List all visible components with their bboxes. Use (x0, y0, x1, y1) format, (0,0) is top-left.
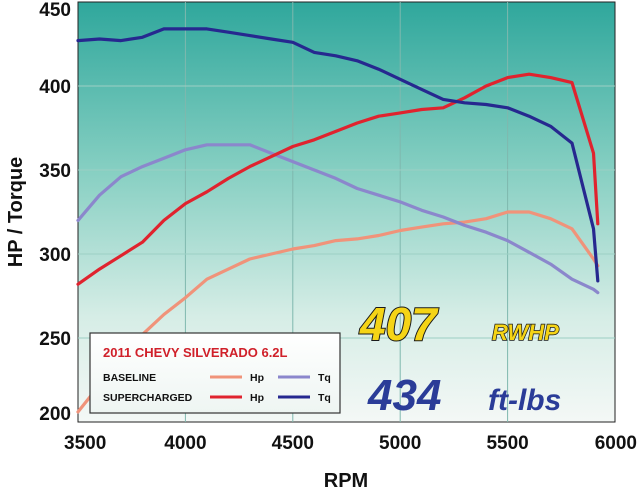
peak-tq-value: 434 (367, 371, 441, 420)
legend-supercharged-tq-label: Tq (318, 392, 331, 404)
x-tick-label: 5500 (486, 433, 528, 454)
peak-tq-unit: ft-lbs (488, 384, 561, 417)
legend-baseline-tq-label: Tq (318, 372, 331, 384)
y-axis-title: HP / Torque (5, 157, 27, 267)
legend-supercharged-hp-label: Hp (250, 392, 264, 404)
legend-supercharged-label: SUPERCHARGED (103, 392, 193, 404)
x-tick-label: 4500 (272, 433, 314, 454)
legend-title: 2011 CHEVY SILVERADO 6.2L (103, 345, 288, 360)
x-tick-label: 4000 (164, 433, 206, 454)
series-line-supercharged-tq (76, 27, 600, 283)
y-axis-ticks: 200 250 300 350 400 450 (39, 0, 71, 425)
legend: 2011 CHEVY SILVERADO 6.2L BASELINE Hp Tq… (89, 332, 341, 414)
y-tick-label: 200 (39, 404, 71, 425)
peak-tq-callout: 434 ft-lbs (367, 371, 561, 420)
series-line-supercharged-hp (76, 72, 600, 286)
x-axis-ticks: 3500 4000 4500 5000 5500 6000 (64, 433, 637, 454)
y-tick-label: 250 (39, 329, 71, 350)
peak-hp-callout: 407 RWHP (358, 297, 560, 351)
x-tick-label: 3500 (64, 433, 106, 454)
series-line-baseline-tq (76, 143, 600, 295)
legend-baseline-label: BASELINE (103, 372, 156, 384)
x-axis-title: RPM (324, 470, 368, 491)
legend-baseline-hp-label: Hp (250, 372, 264, 384)
x-tick-label: 6000 (595, 433, 637, 454)
peak-hp-unit: RWHP (492, 320, 559, 345)
series-lines (76, 27, 600, 414)
peak-hp-value: 407 (359, 298, 439, 350)
x-tick-label: 5000 (379, 433, 421, 454)
y-tick-label: 300 (39, 245, 71, 266)
y-tick-label: 400 (39, 77, 71, 98)
legend-box (89, 332, 341, 414)
y-tick-label: 350 (39, 161, 71, 182)
y-tick-label: 450 (39, 0, 71, 21)
series-line-baseline-hp (76, 210, 600, 414)
